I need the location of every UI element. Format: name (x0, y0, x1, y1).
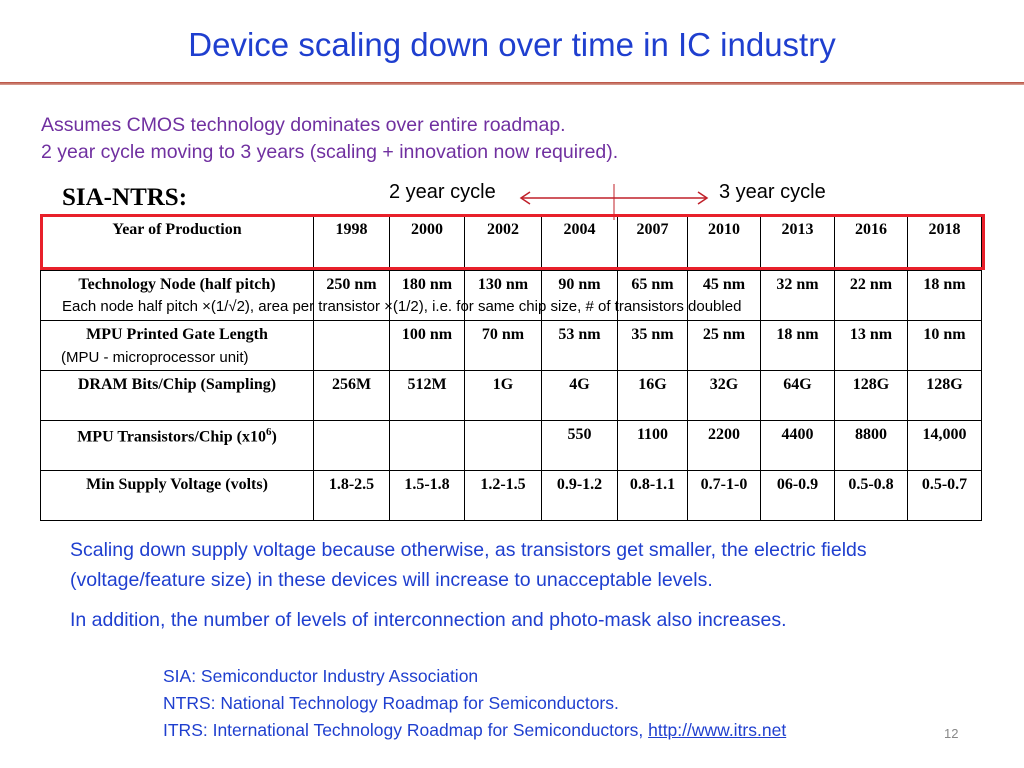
row-label: MPU Printed Gate Length (86, 326, 268, 343)
voltage-explanation: Scaling down supply voltage because othe… (70, 539, 867, 591)
definition-sia: SIA: Semiconductor Industry Association (163, 666, 479, 686)
row-label: Technology Node (half pitch) (78, 276, 276, 293)
table-cell: 18 nm (923, 276, 966, 293)
header-year: 2016 (834, 216, 908, 271)
table-cell: 32G (709, 376, 739, 393)
itrs-link[interactable]: http://www.itrs.net (648, 720, 787, 740)
table-cell: 70 nm (481, 326, 525, 343)
table-cell: 130 nm (477, 276, 529, 293)
three-year-cycle-label: 3 year cycle (719, 181, 826, 203)
table-cell: 1.8-2.5 (328, 476, 375, 493)
row-label-main: MPU Transistors/Chip (x10 (77, 428, 266, 446)
table-cell: 65 nm (631, 276, 674, 293)
table-cell: 16G (638, 376, 667, 393)
table-cell: 4400 (781, 426, 814, 443)
acronym-definitions: SIA: Semiconductor Industry Association … (163, 663, 786, 744)
table-cell: 0.9-1.2 (556, 476, 603, 493)
table-cell: 10 nm (923, 326, 966, 343)
table-cell: 1.2-1.5 (480, 476, 526, 493)
header-year-label: Year of Production (40, 216, 314, 271)
table-cell: 1.5-1.8 (404, 476, 450, 493)
table-cell: 8800 (855, 426, 887, 443)
table-cell: 64G (783, 376, 812, 393)
row-label: Min Supply Voltage (volts) (86, 476, 268, 493)
table-cell: 06-0.9 (776, 476, 819, 493)
table-cell: 180 nm (401, 276, 453, 293)
mpu-note: (MPU - microprocessor unit) (61, 349, 249, 366)
table-cell (390, 421, 464, 426)
two-year-cycle-label: 2 year cycle (389, 181, 496, 203)
table-cell: 0.5-0.8 (848, 476, 894, 493)
table-cell: 1100 (636, 426, 669, 443)
table-cell: 2200 (708, 426, 740, 443)
table-cell: 0.5-0.7 (921, 476, 968, 493)
table-cell: 53 nm (558, 326, 601, 343)
node-scaling-note: Each node half pitch ×(1/√2), area per t… (62, 298, 742, 315)
header-year: 2013 (760, 216, 835, 271)
slide-title: Device scaling down over time in IC indu… (188, 26, 836, 63)
table-cell (465, 421, 541, 426)
sia-roadmap-table: Year of Production 1998 2000 2002 2004 2… (40, 216, 982, 521)
table-cell: 35 nm (631, 326, 674, 343)
table-cell: 256M (331, 376, 372, 393)
table-cell: 32 nm (776, 276, 819, 293)
header-year: 1998 (313, 216, 390, 271)
definition-ntrs: NTRS: National Technology Roadmap for Se… (163, 693, 619, 713)
intro-line-2: 2 year cycle moving to 3 years (scaling … (41, 141, 619, 163)
table-cell: 22 nm (849, 276, 893, 293)
header-year: 2004 (541, 216, 618, 271)
table-cell: 550 (567, 426, 592, 443)
table-header-row: Year of Production 1998 2000 2002 2004 2… (40, 216, 982, 271)
table-cell: 4G (569, 376, 590, 393)
table-row-dram-bits: DRAM Bits/Chip (Sampling) 256M 512M 1G 4… (40, 370, 982, 421)
intro-line-1: Assumes CMOS technology dominates over e… (41, 114, 566, 136)
title-divider (0, 82, 1024, 85)
table-cell: 18 nm (776, 326, 819, 343)
table-cell: 90 nm (558, 276, 601, 293)
table-cell: 512M (407, 376, 447, 393)
intro-text: Assumes CMOS technology dominates over e… (41, 112, 618, 166)
interconnect-note: In addition, the number of levels of int… (70, 609, 787, 631)
table-cell: 45 nm (702, 276, 746, 293)
table-cell: 0.8-1.1 (629, 476, 676, 493)
page-number: 12 (944, 726, 959, 741)
table-cell: 1G (492, 376, 514, 393)
table-cell: 0.7-1-0 (700, 476, 748, 493)
table-cell: 14,000 (922, 426, 967, 443)
header-year: 2000 (389, 216, 465, 271)
header-year: 2018 (907, 216, 982, 271)
table-cell: 13 nm (849, 326, 893, 343)
table-cell: 128G (926, 376, 963, 393)
header-year: 2002 (464, 216, 542, 271)
sia-ntrs-label: SIA-NTRS: (62, 184, 188, 211)
definition-itrs-text: ITRS: International Technology Roadmap f… (163, 720, 644, 740)
table-cell: 128G (852, 376, 890, 393)
table-row-gate-length: MPU Printed Gate Length (MPU - microproc… (40, 320, 982, 371)
row-label-end: ) (271, 428, 277, 446)
table-cell (314, 421, 389, 426)
row-label-exponent: 6 (265, 426, 272, 438)
table-cell (314, 321, 389, 326)
table-row-supply-voltage: Min Supply Voltage (volts) 1.8-2.5 1.5-1… (40, 470, 982, 521)
table-row-mpu-transistors: MPU Transistors/Chip (x106) 550 1100 220… (40, 420, 982, 471)
row-label: MPU Transistors/Chip (x106) (41, 421, 313, 446)
table-cell: 250 nm (326, 276, 377, 293)
header-year: 2007 (617, 216, 688, 271)
table-cell: 100 nm (401, 326, 453, 343)
header-year: 2010 (687, 216, 761, 271)
table-cell: 25 nm (702, 326, 746, 343)
table-row-technology-node: Technology Node (half pitch) Each node h… (40, 270, 982, 321)
row-label: DRAM Bits/Chip (Sampling) (77, 376, 277, 393)
definition-itrs: ITRS: International Technology Roadmap f… (163, 717, 786, 744)
